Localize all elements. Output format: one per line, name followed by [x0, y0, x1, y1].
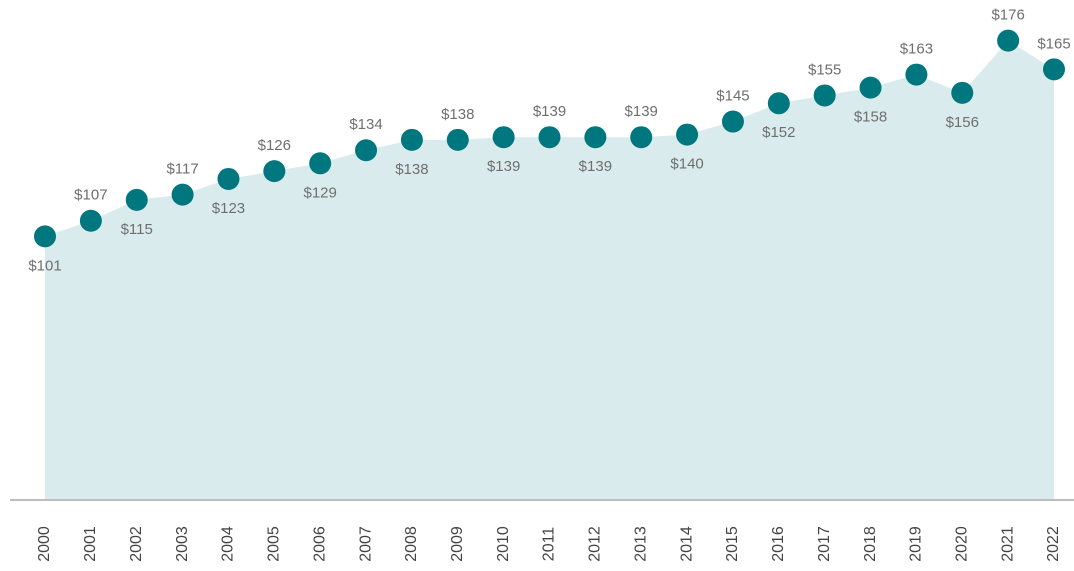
point: [79, 209, 102, 232]
value-label: $123: [212, 200, 245, 217]
value-label: $117: [166, 161, 198, 178]
x-tick-label: 2004: [220, 526, 237, 562]
point: [309, 152, 332, 175]
value-label: $107: [74, 187, 107, 204]
point: [34, 225, 56, 248]
point: [951, 81, 974, 104]
point: [859, 76, 882, 99]
value-label: $139: [579, 158, 612, 175]
x-tick-label: 2014: [678, 526, 695, 562]
value-label: $139: [487, 158, 520, 175]
value-label: $140: [670, 156, 703, 173]
point: [171, 183, 194, 206]
point: [446, 128, 469, 151]
value-label: $155: [808, 61, 841, 78]
point: [538, 126, 561, 149]
value-label: $152: [762, 124, 795, 141]
point: [721, 110, 744, 133]
x-tick-label: 2015: [724, 526, 741, 562]
value-label: $129: [303, 184, 336, 201]
x-tick-label: 2001: [82, 526, 99, 562]
point: [1043, 58, 1065, 81]
point: [400, 128, 423, 151]
x-tick-label: 2018: [862, 526, 879, 562]
value-label: $139: [533, 103, 566, 120]
value-label: $156: [946, 114, 979, 131]
value-label: $158: [854, 109, 887, 126]
point: [217, 167, 240, 190]
point: [125, 188, 148, 211]
value-label: $134: [349, 116, 382, 133]
area: [45, 40, 1054, 500]
point: [355, 139, 378, 162]
point: [630, 126, 653, 149]
point: [263, 160, 286, 183]
value-label: $115: [121, 221, 153, 238]
x-tick-label: 2022: [1045, 526, 1062, 562]
x-tick-label: 2007: [357, 526, 374, 562]
x-tick-label: 2012: [587, 526, 604, 562]
x-tick-label: 2000: [36, 526, 53, 562]
point: [492, 126, 515, 149]
x-tick-label: 2020: [953, 526, 970, 562]
point: [905, 63, 928, 86]
point: [997, 29, 1020, 52]
x-tick-label: 2010: [495, 526, 512, 562]
point: [767, 92, 790, 115]
value-label: $101: [28, 257, 61, 274]
x-tick-label: 2002: [128, 526, 145, 562]
x-tick-label: 2019: [908, 526, 925, 562]
x-tick-label: 2008: [403, 526, 420, 562]
x-tick-label: 2011: [541, 527, 558, 562]
point: [813, 84, 836, 107]
x-tick-label: 2021: [999, 526, 1016, 562]
x-tick-label: 2016: [770, 526, 787, 562]
x-tick-label: 2003: [174, 526, 191, 562]
point: [676, 123, 699, 146]
value-label: $145: [716, 88, 749, 105]
x-tick-label: 2013: [632, 526, 649, 562]
value-label: $126: [258, 137, 291, 154]
x-tick-label: 2006: [311, 526, 328, 562]
value-label: $138: [441, 106, 474, 123]
value-label: $138: [395, 161, 428, 178]
x-tick-label: 2009: [449, 526, 466, 562]
value-label: $176: [991, 7, 1024, 24]
x-tick-label: 2017: [816, 526, 833, 562]
value-label: $163: [900, 41, 933, 58]
value-label: $165: [1037, 35, 1070, 52]
x-tick-label: 2005: [266, 526, 283, 562]
point: [584, 126, 607, 149]
value-label: $139: [625, 103, 658, 120]
